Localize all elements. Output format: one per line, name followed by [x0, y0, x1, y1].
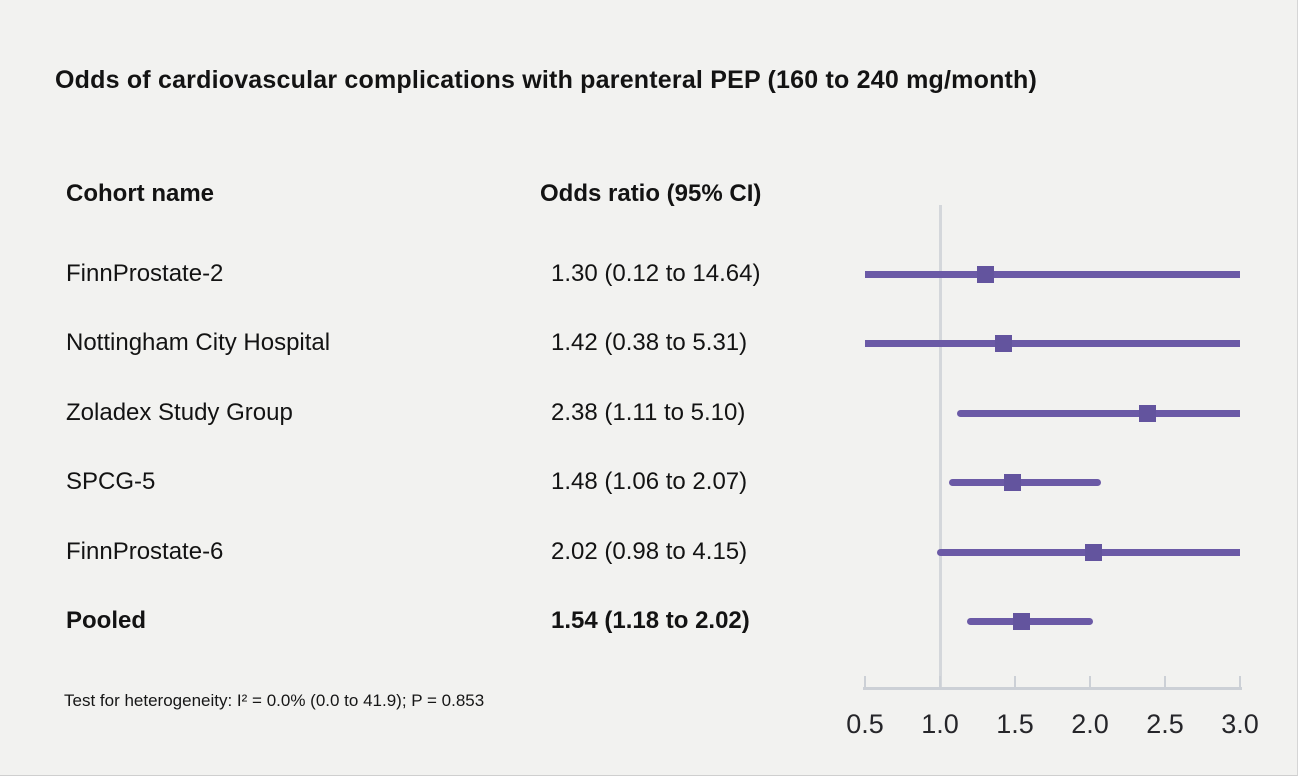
- odds-ratio-value: 1.30 (0.12 to 14.64): [551, 260, 761, 287]
- x-axis-line: [863, 687, 1242, 690]
- ci-line: [967, 617, 1093, 625]
- axis-tick-label: 0.5: [846, 709, 884, 739]
- reference-line-1.0: [938, 205, 942, 689]
- ci-line: [865, 339, 1240, 347]
- axis-tick-label: 1.0: [921, 709, 959, 739]
- ci-line: [865, 270, 1240, 278]
- axis-tick: [864, 676, 866, 688]
- axis-tick: [1164, 676, 1166, 688]
- heterogeneity-note: Test for heterogeneity: I² = 0.0% (0.0 t…: [64, 691, 485, 710]
- point-estimate-marker: [1084, 543, 1102, 561]
- point-estimate-marker: [994, 334, 1012, 352]
- axis-tick-label: 1.5: [996, 709, 1034, 739]
- cohort-name: FinnProstate-6: [66, 538, 224, 565]
- cohort-name: FinnProstate-2: [66, 260, 224, 287]
- odds-ratio-value: 1.42 (0.38 to 5.31): [551, 329, 748, 356]
- odds-ratio-value: 1.54 (1.18 to 2.02): [551, 607, 750, 634]
- odds-ratio-value: 1.48 (1.06 to 2.07): [551, 468, 748, 495]
- column-header-cohort-name: Cohort name: [66, 180, 215, 207]
- cohort-name: Pooled: [66, 607, 147, 634]
- point-estimate-marker: [1003, 473, 1021, 491]
- axis-tick-label: 3.0: [1221, 709, 1259, 739]
- column-header-odds-ratio: Odds ratio (95% CI): [540, 180, 762, 207]
- cohort-name: Nottingham City Hospital: [66, 329, 331, 356]
- ci-line: [956, 409, 1240, 417]
- chart-title: Odds of cardiovascular complications wit…: [55, 66, 1038, 94]
- cohort-name: SPCG-5: [66, 468, 156, 495]
- axis-tick: [1014, 676, 1016, 688]
- point-estimate-marker: [1138, 404, 1156, 422]
- ci-line: [949, 478, 1101, 486]
- axis-tick: [1089, 676, 1091, 688]
- axis-tick-label: 2.5: [1146, 709, 1184, 739]
- point-estimate-marker: [1012, 612, 1030, 630]
- cohort-name: Zoladex Study Group: [66, 399, 293, 426]
- odds-ratio-value: 2.38 (1.11 to 5.10): [551, 399, 746, 426]
- axis-tick: [1239, 676, 1241, 688]
- axis-tick-label: 2.0: [1071, 709, 1109, 739]
- odds-ratio-value: 2.02 (0.98 to 4.15): [551, 538, 748, 565]
- point-estimate-marker: [976, 265, 994, 283]
- axis-tick: [939, 676, 941, 688]
